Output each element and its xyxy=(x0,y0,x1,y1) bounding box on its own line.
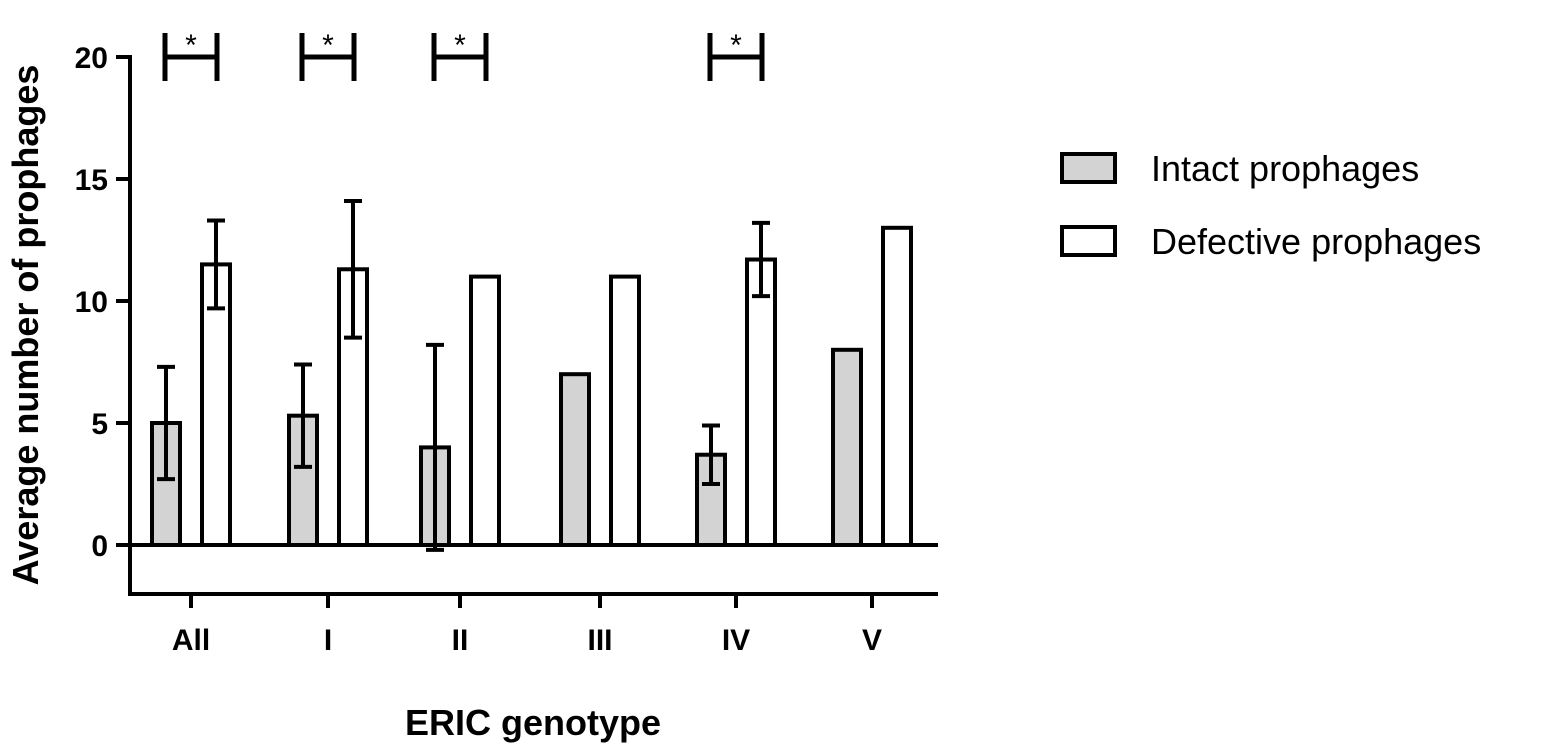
defective-bar-all xyxy=(200,262,232,547)
error-bar xyxy=(752,220,770,299)
y-axis-title: Average number of prophages xyxy=(5,65,46,586)
significance-brackets: * * * * xyxy=(162,29,765,81)
significance-bracket: * xyxy=(299,29,357,81)
error-bar xyxy=(207,218,225,311)
error-bars xyxy=(157,198,770,552)
legend-label: Defective prophages xyxy=(1151,221,1481,262)
y-tick-label: 15 xyxy=(75,164,108,197)
intact-bar-iii xyxy=(559,372,591,548)
error-bar xyxy=(344,198,362,340)
significance-star: * xyxy=(454,29,466,62)
y-tick-label: 10 xyxy=(75,286,108,319)
bars xyxy=(150,225,913,548)
legend: Intact prophages Defective prophages xyxy=(1060,148,1481,262)
defective-bar-ii xyxy=(469,274,501,547)
error-bar xyxy=(426,342,444,552)
legend-entry-intact: Intact prophages xyxy=(1060,148,1419,189)
axes xyxy=(116,55,938,608)
significance-star: * xyxy=(185,29,197,62)
defective-bar-iii xyxy=(609,274,641,547)
defective-bar-iv xyxy=(745,257,777,547)
x-tick-label: All xyxy=(172,624,210,657)
significance-star: * xyxy=(322,29,334,62)
legend-label: Intact prophages xyxy=(1151,148,1419,189)
x-axis-title: ERIC genotype xyxy=(405,702,661,743)
y-tick-label: 5 xyxy=(91,408,108,441)
error-bar xyxy=(702,423,720,486)
legend-swatch xyxy=(1060,225,1117,257)
x-tick-label: II xyxy=(452,624,469,657)
y-tick-label: 20 xyxy=(75,42,108,75)
intact-bar-all xyxy=(150,421,182,547)
legend-swatch xyxy=(1060,152,1117,184)
x-tick-label: III xyxy=(587,624,612,657)
significance-star: * xyxy=(730,29,742,62)
significance-bracket: * xyxy=(162,29,220,81)
x-tick-label: V xyxy=(862,624,882,657)
x-tick-label: IV xyxy=(722,624,750,657)
y-tick-label: 0 xyxy=(91,530,108,563)
x-tick-label: I xyxy=(324,624,332,657)
defective-bar-v xyxy=(881,225,913,548)
error-bar xyxy=(157,364,175,482)
error-bar xyxy=(294,362,312,469)
legend-entry-defective: Defective prophages xyxy=(1060,221,1481,262)
significance-bracket: * xyxy=(431,29,489,81)
intact-bar-v xyxy=(831,347,863,547)
significance-bracket: * xyxy=(707,29,765,81)
